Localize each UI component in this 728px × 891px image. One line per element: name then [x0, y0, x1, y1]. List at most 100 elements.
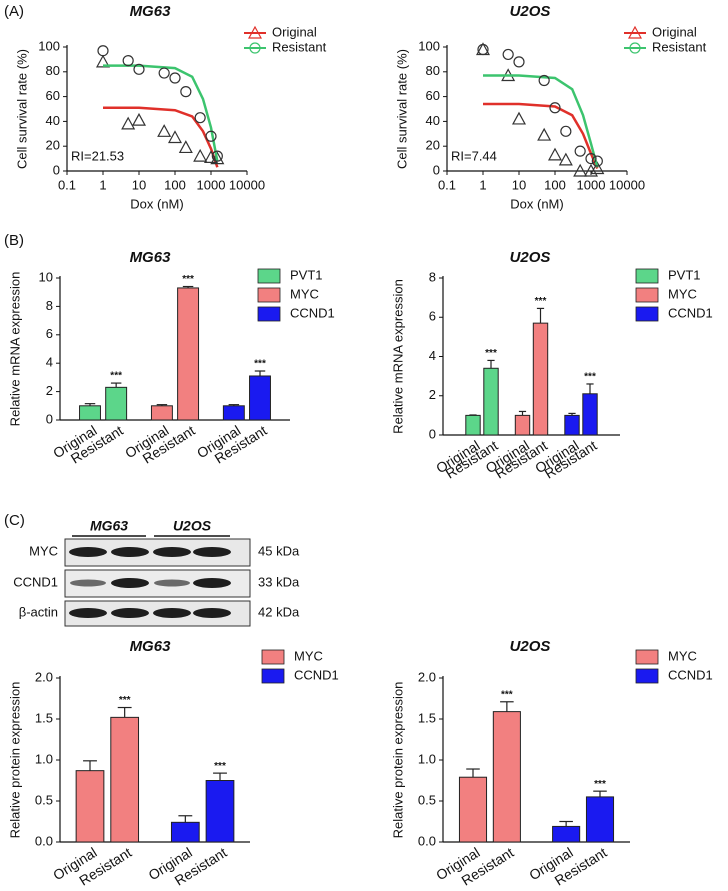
- triangle-point: [511, 111, 527, 125]
- bar: [465, 414, 481, 436]
- circle-point: [194, 112, 206, 124]
- bar: [552, 825, 581, 843]
- bar: [205, 780, 235, 843]
- legend-label: CCND1: [668, 667, 713, 682]
- significance: ***: [485, 348, 497, 359]
- y-tick-label: 0: [53, 162, 60, 177]
- circle-point: [502, 48, 514, 61]
- y-tick-label: 2: [429, 387, 436, 402]
- y-tick-label: 2.0: [35, 669, 53, 684]
- x-tick-label: 1: [99, 177, 106, 192]
- circle-point: [97, 45, 109, 57]
- annotation: RI=21.53: [71, 148, 124, 163]
- triangle-point: [547, 147, 563, 161]
- legend-swatch: [635, 287, 659, 303]
- bar: [582, 393, 598, 436]
- significance: ***: [594, 779, 606, 790]
- blot-column: MG63: [90, 518, 128, 534]
- annotation: RI=7.44: [451, 148, 497, 163]
- legend-label: PVT1: [290, 267, 323, 282]
- y-tick-label: 40: [426, 113, 440, 128]
- y-tick-label: 8: [46, 298, 53, 313]
- circle-point: [513, 56, 525, 68]
- y-axis-label: Relative protein expression: [7, 682, 22, 839]
- bar: [492, 711, 521, 843]
- significance: ***: [501, 689, 513, 700]
- triangle-point: [167, 130, 183, 144]
- x-tick-label: 1000: [577, 177, 606, 192]
- circle-point: [158, 67, 170, 79]
- blot-row-label: CCND1: [13, 574, 58, 589]
- legend-swatch: [635, 649, 659, 665]
- y-tick-label: 80: [426, 63, 440, 78]
- y-axis-label: Cell survival rate (%): [394, 49, 409, 169]
- y-axis-label: Cell survival rate (%): [14, 49, 29, 169]
- triangle-point: [95, 54, 111, 68]
- chart-title: U2OS: [510, 638, 551, 655]
- y-tick-label: 80: [46, 63, 60, 78]
- legend-label: Original: [652, 24, 697, 39]
- fit-curve: [483, 74, 599, 168]
- legend-swatch: [635, 268, 659, 284]
- band: [193, 608, 231, 618]
- fit-curve: [103, 106, 219, 168]
- panel-label: (A): [4, 3, 24, 20]
- y-tick-label: 1.0: [35, 751, 53, 766]
- circle-point: [538, 74, 550, 87]
- triangle-point: [131, 112, 147, 126]
- y-tick-label: 40: [46, 113, 60, 128]
- y-tick-label: 8: [429, 269, 436, 284]
- bar: [564, 414, 580, 436]
- y-tick-label: 0.5: [35, 792, 53, 807]
- triangle-point: [573, 163, 588, 177]
- bar: [222, 405, 245, 421]
- circle-point: [122, 55, 134, 67]
- triangle-point: [627, 25, 643, 39]
- bar: [514, 414, 531, 436]
- y-tick-label: 0: [46, 411, 53, 426]
- significance: ***: [584, 372, 596, 383]
- legend-label: Resistant: [652, 39, 707, 54]
- triangle-point: [210, 151, 225, 165]
- y-tick-label: 0: [433, 162, 440, 177]
- circle-point: [585, 153, 597, 165]
- panel-label: (B): [4, 232, 24, 249]
- circle-point: [249, 42, 261, 54]
- legend-swatch: [257, 287, 281, 303]
- chart-title: U2OS: [510, 249, 551, 266]
- legend-swatch: [257, 306, 281, 322]
- legend-label: CCND1: [668, 305, 713, 320]
- x-tick-label: 10000: [609, 177, 645, 192]
- triangle-point: [178, 140, 193, 154]
- chart-title: U2OS: [510, 3, 551, 20]
- legend-swatch: [257, 268, 281, 284]
- y-tick-label: 6: [46, 326, 53, 341]
- band: [111, 578, 149, 588]
- legend-label: Original: [272, 24, 317, 39]
- triangle-point: [590, 161, 605, 175]
- legend-label: CCND1: [294, 667, 339, 682]
- y-tick-label: 0.0: [418, 833, 436, 848]
- bar: [110, 716, 140, 843]
- bar: [249, 375, 271, 421]
- x-axis-label: Dox (nM): [130, 196, 183, 211]
- chart-title: MG63: [130, 638, 172, 655]
- legend-label: MYC: [668, 286, 697, 301]
- circle-point: [169, 72, 181, 84]
- circle-point: [560, 125, 572, 137]
- triangle-point: [121, 116, 136, 130]
- bar: [75, 770, 105, 843]
- legend-label: Resistant: [272, 39, 327, 54]
- y-tick-label: 1.5: [418, 710, 436, 725]
- circle-point: [211, 150, 223, 162]
- legend-label: PVT1: [668, 267, 701, 282]
- band: [193, 547, 231, 557]
- bar: [458, 776, 488, 843]
- triangle-point: [583, 163, 599, 177]
- bar: [483, 367, 499, 436]
- circle-point: [549, 102, 561, 114]
- legend-label: CCND1: [290, 305, 335, 320]
- bar: [79, 405, 101, 421]
- y-tick-label: 0.0: [35, 833, 53, 848]
